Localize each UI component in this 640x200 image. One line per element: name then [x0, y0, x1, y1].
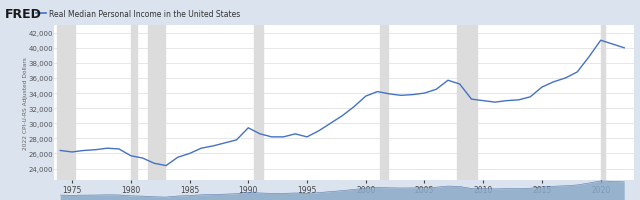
- Text: FRED: FRED: [5, 8, 42, 21]
- Bar: [457, 26, 477, 180]
- Bar: [131, 26, 136, 180]
- Bar: [58, 26, 75, 180]
- Text: Real Median Personal Income in the United States: Real Median Personal Income in the Unite…: [49, 10, 241, 19]
- Y-axis label: 2022 CPI-U-RS Adjusted Dollars: 2022 CPI-U-RS Adjusted Dollars: [23, 57, 28, 149]
- Bar: [601, 26, 605, 180]
- Bar: [254, 26, 263, 180]
- Bar: [380, 26, 388, 180]
- Bar: [148, 26, 165, 180]
